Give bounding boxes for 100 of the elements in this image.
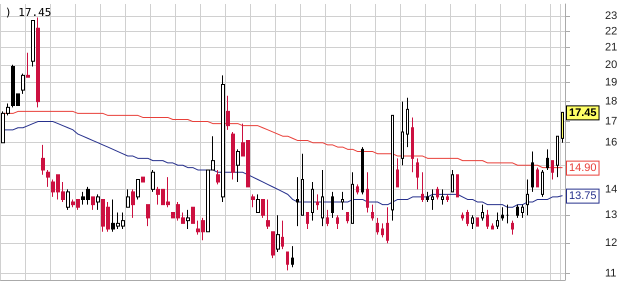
candlestick [486,209,489,230]
candlestick [411,116,414,173]
data-label: 14.90 [569,162,597,174]
line-series [2,121,563,208]
candlestick [326,209,329,227]
candlestick [466,209,469,227]
candlestick [531,151,534,192]
y-tick-label: 11 [605,268,616,280]
y-tick-label: 23 [605,10,618,22]
candlestick [236,148,240,182]
candlestick [386,206,389,244]
candlestick [401,101,404,166]
candlestick [346,212,349,224]
candlestick [306,212,309,230]
candlestick [356,184,359,195]
candlestick [256,194,260,214]
candlestick [541,169,544,198]
candlestick [351,172,354,224]
candlestick [136,179,140,200]
candlestick [381,222,384,238]
candlestick [521,204,524,218]
candlestick [511,220,514,236]
candlestick [66,188,70,210]
candlestick [451,169,454,192]
candlestick [331,191,334,218]
candlestick [416,158,419,190]
candlestick [391,114,394,222]
candlestick [226,95,230,130]
y-tick-label: 19 [605,76,618,89]
candlestick [461,212,464,222]
candlestick [21,73,25,94]
y-tick-label: 17 [605,116,618,128]
candlestick [366,172,369,214]
candlestick [126,188,130,208]
candlestick [551,160,554,180]
candlestick [546,148,549,170]
y-tick-label: 16 [605,136,618,149]
y-tick-label: 22 [605,25,618,38]
candlestick [151,169,155,192]
candlestick [221,74,225,203]
candlestick [361,146,364,195]
candlestick [131,188,135,218]
candlestick [146,204,150,227]
candlestick [476,217,479,227]
candlestick [271,231,275,259]
candlestick [496,212,499,230]
y-tick-label: 18 [605,96,618,108]
candlestick [431,188,434,210]
candlestick [426,191,429,203]
candlestick [421,172,424,203]
candlestick [536,167,539,188]
candlestick [96,194,100,210]
candlestick [31,20,35,68]
candlestick [41,144,45,176]
candlestick [376,217,379,236]
candlestick [91,196,95,210]
candlestick [231,131,235,180]
candlestick [296,176,299,227]
candlestick [481,204,484,222]
y-tick-label: 21 [605,42,618,54]
candlestick [316,194,319,210]
candlestick [321,169,324,227]
candlestick [216,169,220,185]
candlestick [446,194,449,203]
data-label: 13.75 [569,190,597,202]
candlestick [396,158,399,188]
candlestick [276,214,280,253]
candlestick [501,206,504,222]
y-tick-label: 12 [605,237,618,250]
candlestick [556,136,559,178]
candlestick [526,179,529,216]
y-tick-label: 13 [605,209,618,222]
candlestick [336,214,339,230]
candlestick [191,206,195,224]
candlestick [46,169,50,188]
y-tick-label: 20 [605,58,618,71]
candlestick [291,246,294,268]
candlestick [301,153,304,216]
candlestick [261,198,265,218]
chart-title: ) 17.45 [5,6,52,19]
line-series [2,110,563,168]
candlestick [26,52,30,78]
candlestick [186,209,190,230]
candlestick [456,174,459,198]
candlestick [341,191,344,210]
candlestick [281,220,284,250]
candlestick [406,97,409,148]
candlestick [471,214,474,230]
candlestick [311,181,314,222]
candlestick [506,204,509,224]
candlestick [251,194,255,208]
candlestick [561,112,564,144]
candlestick [516,204,519,218]
candlestick [491,222,494,230]
candlestick [441,188,444,206]
candlestick [286,252,289,271]
candlestick [266,198,270,230]
candlestick [141,176,145,182]
text: 17.45 [569,106,597,119]
candlestick [436,186,439,200]
